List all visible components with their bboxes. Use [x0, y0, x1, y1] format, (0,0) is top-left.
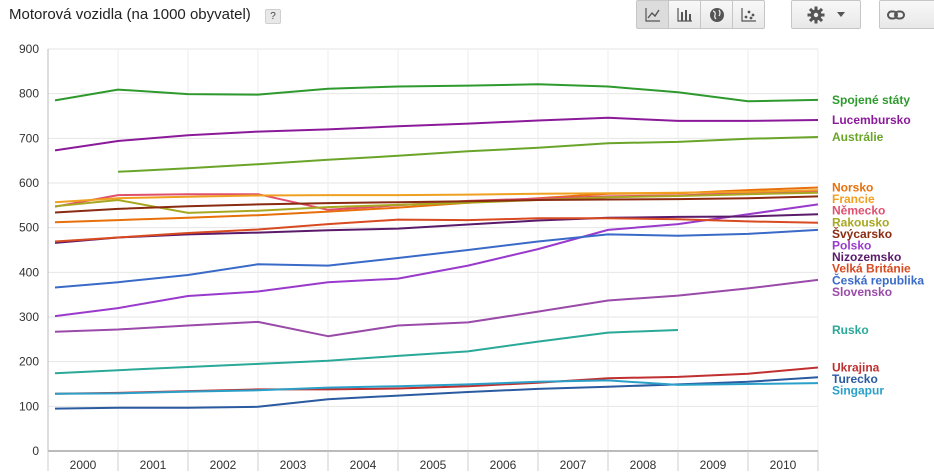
chart-series [54, 83, 819, 410]
line-chart-icon [644, 7, 660, 22]
y-tick-label: 300 [19, 310, 39, 324]
legend-label[interactable]: Spojené státy [832, 93, 910, 107]
y-tick-label: 100 [19, 399, 39, 413]
x-tick-label: 2009 [700, 458, 727, 472]
series-line[interactable] [54, 217, 819, 243]
scatter-view-button[interactable] [732, 0, 765, 29]
legend-label[interactable]: Česká republika [832, 272, 924, 287]
link-button[interactable] [879, 0, 934, 29]
chart-legend: Spojené státy Lucembursko Austrálie NorskoF… [832, 93, 924, 398]
legend-label[interactable]: Norsko [832, 180, 873, 194]
x-tick-label: 2007 [560, 458, 587, 472]
legend-label[interactable]: Nizozemsko [832, 250, 901, 264]
series-line[interactable] [54, 83, 819, 103]
legend-label[interactable]: Ukrajina [832, 360, 880, 374]
legend-label[interactable]: Lucembursko [832, 113, 911, 127]
y-tick-label: 500 [19, 221, 39, 235]
gear-icon [807, 6, 825, 23]
link-icon [887, 10, 905, 19]
y-tick-label: 200 [19, 355, 39, 369]
legend-label[interactable]: Švýcarsko [832, 226, 892, 241]
series-line[interactable] [54, 116, 819, 152]
series-line[interactable] [54, 191, 819, 214]
series-line[interactable] [54, 379, 819, 395]
x-tick-label: 2005 [420, 458, 447, 472]
legend-label[interactable]: Austrálie [832, 130, 884, 144]
y-tick-label: 0 [32, 444, 39, 458]
globe-icon [709, 7, 724, 22]
bar-chart-button[interactable] [668, 0, 701, 29]
series-line[interactable] [54, 189, 819, 204]
legend-label[interactable]: Německo [832, 204, 885, 218]
series-line[interactable] [54, 329, 679, 375]
help-button[interactable]: ? [265, 9, 281, 24]
x-tick-label: 2000 [70, 458, 97, 472]
legend-label[interactable]: Francie [832, 192, 875, 206]
series-line[interactable] [54, 195, 819, 214]
series-line[interactable] [117, 136, 819, 173]
series-line[interactable] [54, 213, 819, 244]
chart-grid [47, 48, 819, 452]
chart-type-toolbar [636, 0, 765, 29]
x-axis: 2000 2001 2002 2003 2004 2005 2006 2007 2008 2009… [47, 49, 819, 472]
y-tick-label: 700 [19, 131, 39, 145]
bar-chart-icon [676, 7, 692, 22]
legend-label[interactable]: Slovensko [832, 285, 892, 299]
y-tick-label: 600 [19, 176, 39, 190]
chart-title: Motorová vozidla (na 1000 obyvatel) [9, 6, 251, 23]
series-line[interactable] [54, 366, 819, 395]
map-view-button[interactable] [700, 0, 733, 29]
y-axis: 0 100 200 300 400 500 600 700 800 900 [19, 42, 39, 458]
x-tick-label: 2003 [280, 458, 307, 472]
legend-label[interactable]: Velká Británie [832, 262, 911, 276]
legend-label[interactable]: Rakousko [832, 215, 889, 229]
y-tick-label: 900 [19, 42, 39, 56]
x-tick-label: 2004 [350, 458, 377, 472]
series-line[interactable] [54, 203, 819, 318]
y-tick-label: 400 [19, 265, 39, 279]
x-tick-label: 2008 [630, 458, 657, 472]
x-tick-label: 2001 [140, 458, 167, 472]
legend-label[interactable]: Singapur [832, 384, 884, 398]
scatter-plot-icon [740, 7, 756, 22]
y-tick-label: 800 [19, 87, 39, 101]
chart-header: Motorová vozidla (na 1000 obyvatel) ? [0, 0, 934, 34]
legend-label[interactable]: Rusko [832, 323, 869, 337]
legend-label[interactable]: Turecko [832, 372, 878, 386]
series-line[interactable] [54, 228, 819, 289]
legend-label[interactable]: Polsko [832, 238, 871, 252]
x-tick-label: 2002 [210, 458, 237, 472]
settings-button[interactable] [791, 0, 861, 29]
x-tick-label: 2010 [770, 458, 797, 472]
caret-down-icon [837, 12, 845, 17]
series-line[interactable] [54, 278, 819, 338]
x-tick-label: 2006 [490, 458, 517, 472]
